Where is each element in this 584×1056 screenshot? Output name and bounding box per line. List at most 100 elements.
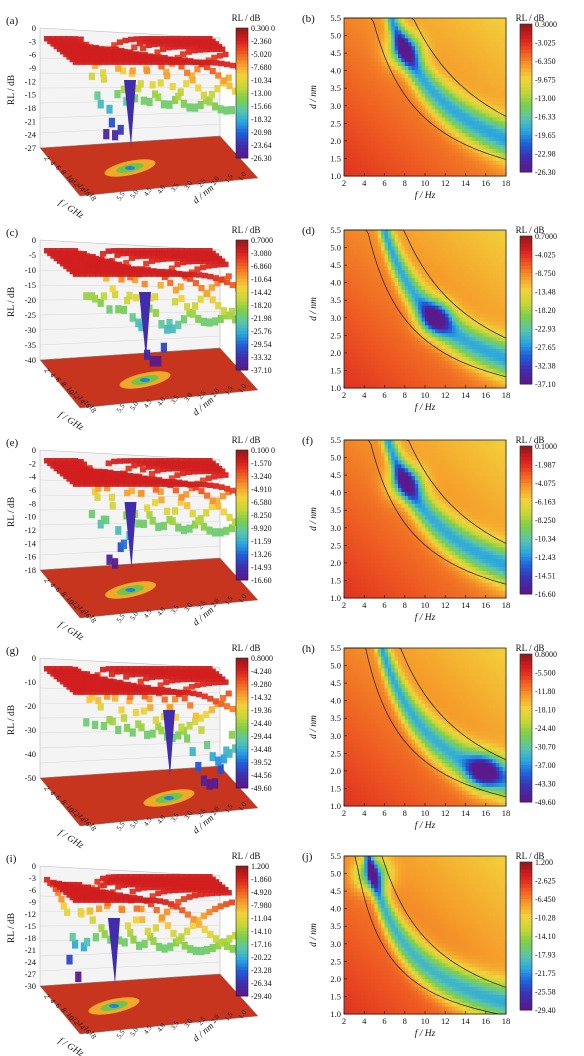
heatmap-cell <box>489 360 494 365</box>
surface-cell <box>139 36 146 42</box>
heatmap-cell <box>482 352 487 357</box>
heatmap-cell <box>404 309 409 314</box>
heatmap-cell <box>465 316 470 322</box>
heatmap-cell <box>360 33 365 39</box>
heatmap-cell <box>374 41 379 47</box>
heatmap-cell <box>354 140 359 145</box>
heatmap-cell <box>479 305 483 310</box>
heatmap-cell <box>360 85 365 90</box>
heatmap-cell <box>404 152 409 157</box>
surface-cell <box>136 40 143 47</box>
heatmap-cell <box>492 160 497 165</box>
heatmap-cell <box>462 45 467 51</box>
heatmap-cell <box>344 237 348 243</box>
heatmap-cell <box>438 269 443 275</box>
heatmap-cell <box>411 241 416 247</box>
heatmap-cell <box>435 49 440 55</box>
heatmap-cell <box>489 21 494 27</box>
surface <box>44 36 242 146</box>
heatmap-cell <box>445 140 450 145</box>
heatmap-cell <box>347 277 352 282</box>
heatmap-cell <box>398 132 402 138</box>
colorbar-segment <box>236 360 248 364</box>
colorbar-segment <box>520 131 532 136</box>
heatmap-cell <box>435 116 440 122</box>
heatmap-cell <box>482 61 487 66</box>
heatmap-cell <box>441 160 446 165</box>
surface-cell <box>56 258 63 264</box>
heatmap-cell <box>479 324 483 330</box>
heatmap-cell <box>428 128 433 134</box>
colorbar-segment <box>520 343 532 348</box>
heatmap-cell <box>414 73 419 78</box>
heatmap-cell <box>408 93 413 98</box>
heatmap-cell <box>425 140 429 145</box>
heatmap-cell <box>374 148 379 153</box>
heatmap-cell <box>425 21 429 27</box>
panel-b: (b)2 4 6 8 10 12 14 16 181.01.52.02.53.03.54.04.… <box>302 13 557 201</box>
heatmap-cell <box>425 100 429 106</box>
heatmap-cell <box>435 112 440 118</box>
heatmap-cell <box>398 93 402 98</box>
surface-cell <box>84 59 91 65</box>
heatmap-cell <box>360 384 365 389</box>
heatmap-cell <box>360 49 365 55</box>
heatmap-cell <box>367 277 372 282</box>
heatmap-cell <box>445 237 450 243</box>
heatmap-cell <box>485 372 490 377</box>
heatmap-cell <box>374 144 379 149</box>
heatmap-cell <box>502 100 507 106</box>
heatmap-cell <box>468 293 473 298</box>
heatmap-cell <box>391 356 396 361</box>
heatmap-cell <box>495 136 500 142</box>
surface-cell <box>171 465 178 472</box>
heatmap-cell <box>354 164 359 169</box>
heatmap-cell <box>479 285 483 290</box>
heatmap-cell <box>371 364 375 369</box>
heatmap-cell <box>458 344 463 350</box>
heatmap-cell <box>347 356 352 361</box>
heatmap-cell <box>391 136 396 142</box>
z-tick-label: -12 <box>25 76 36 86</box>
heatmap-cell <box>455 312 460 318</box>
heatmap-cell <box>367 49 372 55</box>
heatmap-cell <box>472 160 477 165</box>
heatmap-cell <box>401 376 406 381</box>
surface-cell <box>171 44 178 50</box>
heatmap-cell <box>499 37 504 43</box>
heatmap-cell <box>421 360 426 365</box>
heatmap-cell <box>431 289 436 294</box>
heatmap-cell <box>475 120 480 126</box>
heatmap-cell <box>482 140 487 145</box>
heatmap-cell <box>428 384 433 389</box>
heatmap-cell <box>435 140 440 145</box>
surface-cell <box>154 49 161 56</box>
surface-cell <box>117 271 124 277</box>
heatmap-cell <box>360 65 365 70</box>
heatmap-cell <box>458 164 463 169</box>
heatmap-cell <box>492 384 497 389</box>
heatmap-cell <box>502 65 507 70</box>
heatmap-cell <box>391 340 396 346</box>
heatmap-cell <box>479 380 483 385</box>
heatmap-cell <box>401 148 406 153</box>
heatmap-cell <box>374 112 379 118</box>
heatmap-cell <box>455 289 460 294</box>
heatmap-cell <box>344 33 348 39</box>
heatmap-cell <box>354 277 359 282</box>
heatmap-cell <box>357 65 362 70</box>
heatmap-cell <box>479 148 483 153</box>
heatmap-cell <box>458 37 463 43</box>
heatmap-cell <box>431 241 436 247</box>
heatmap-cell <box>377 328 382 334</box>
heatmap-cell <box>381 65 386 70</box>
heatmap-cell <box>431 332 436 338</box>
heatmap-cell <box>394 156 399 161</box>
heatmap-cell <box>418 372 423 377</box>
heatmap-cell <box>482 265 487 271</box>
heatmap-cell <box>489 328 494 334</box>
heatmap-cell <box>425 85 429 90</box>
heatmap-cell <box>411 41 416 47</box>
surface-cell <box>145 271 152 277</box>
heatmap-cell <box>472 53 477 59</box>
